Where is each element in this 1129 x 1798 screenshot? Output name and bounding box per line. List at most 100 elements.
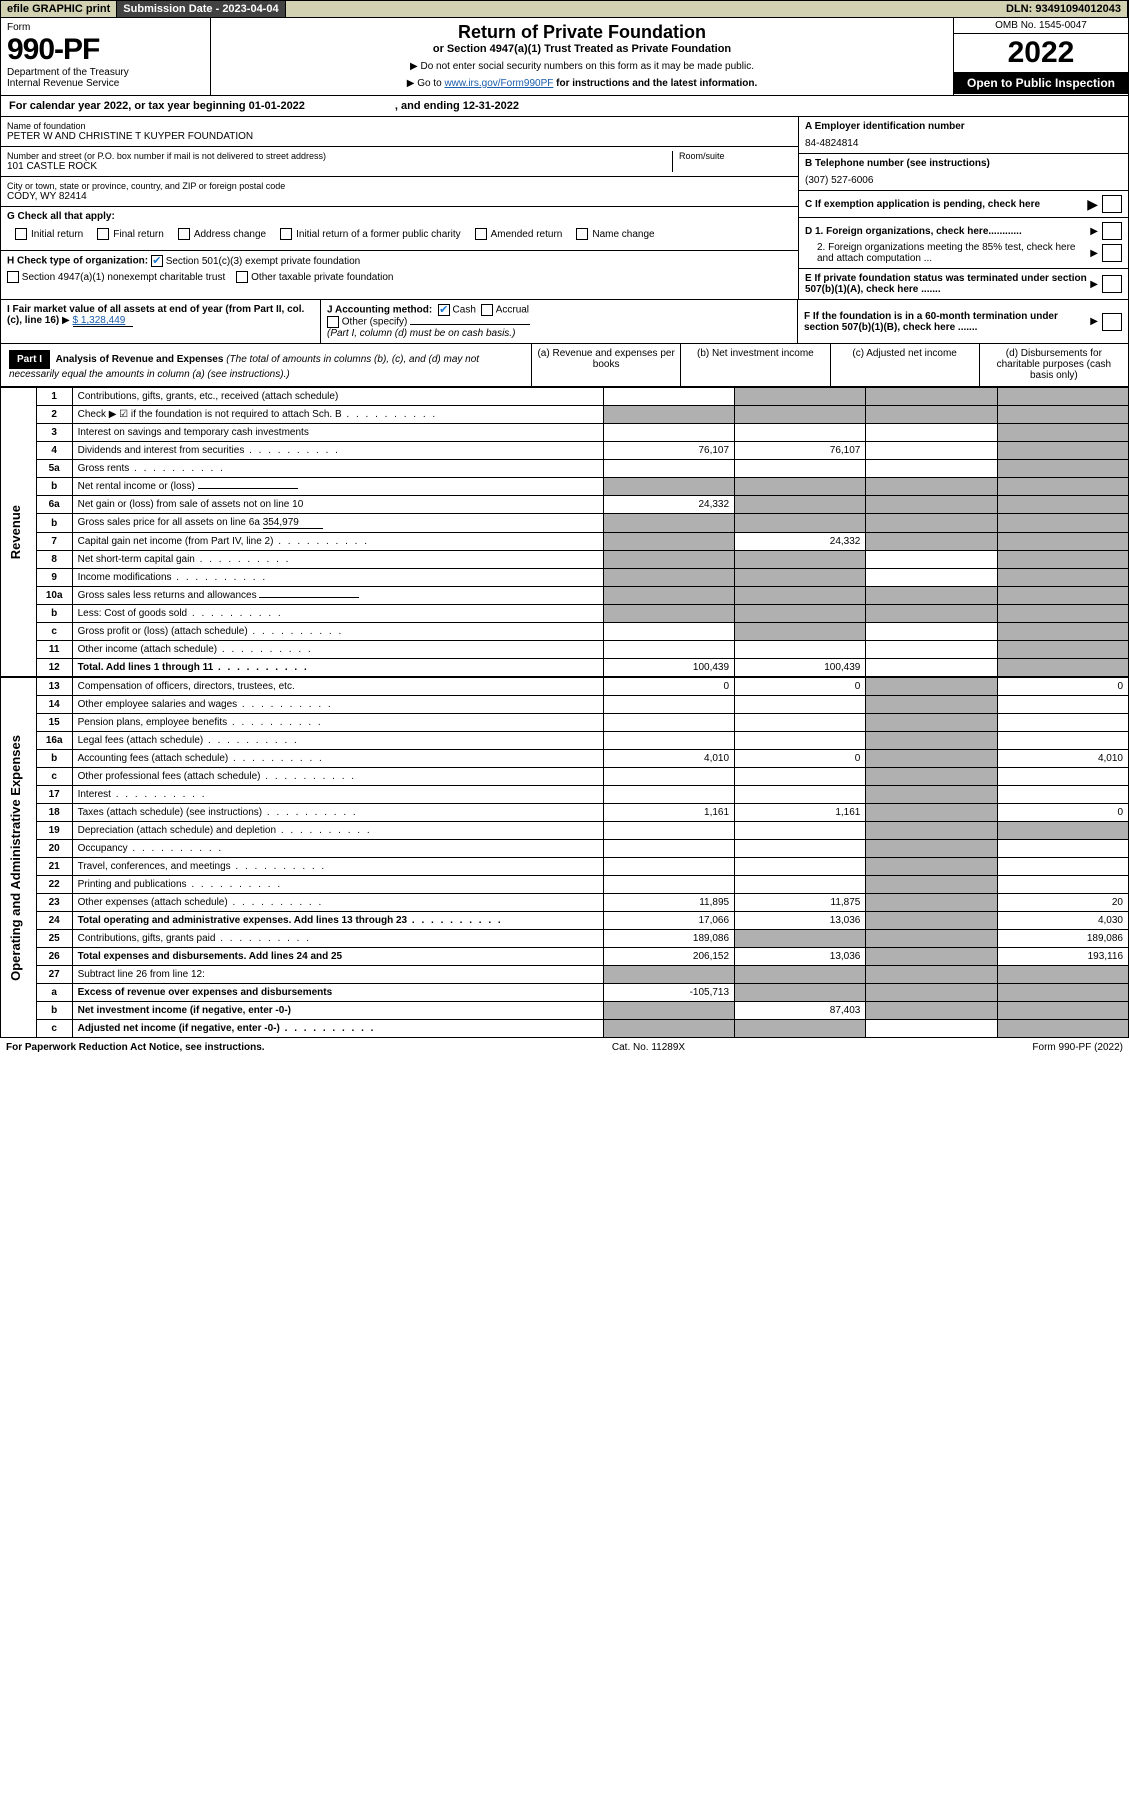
cell-shaded [603,551,734,569]
arrow-icon: ▶ [1087,196,1098,213]
cell-value [735,768,866,786]
g-label: G Check all that apply: [7,211,115,222]
cell-shaded [866,533,997,551]
line-number: c [36,1020,72,1038]
line-number: 21 [36,858,72,876]
line-number: 11 [36,641,72,659]
e-checkbox[interactable] [1102,275,1122,293]
cell-value [603,696,734,714]
h-other-checkbox[interactable] [236,271,248,283]
line-desc: Other expenses (attach schedule) [72,894,603,912]
cell-value: 24,332 [735,533,866,551]
line-desc: Occupancy [72,840,603,858]
g-checkbox[interactable] [475,228,487,240]
line-number: 26 [36,948,72,966]
calendar-year-row: For calendar year 2022, or tax year begi… [0,96,1129,117]
col-a-head: (a) Revenue and expenses per books [531,344,680,386]
cell-shaded [866,912,997,930]
line-desc: Compensation of officers, directors, tru… [72,678,603,696]
table-row: cAdjusted net income (if negative, enter… [1,1020,1129,1038]
line-number: 9 [36,569,72,587]
goto-post: for instructions and the latest informat… [553,78,757,89]
line-number: 23 [36,894,72,912]
cell-value: 20 [997,894,1128,912]
table-row: 3Interest on savings and temporary cash … [1,424,1129,442]
line-number: c [36,768,72,786]
line-desc: Less: Cost of goods sold [72,605,603,623]
cell-shaded [997,406,1128,424]
cell-shaded [603,1020,734,1038]
cell-value [997,732,1128,750]
cell-shaded [997,623,1128,641]
line-number: 3 [36,424,72,442]
cell-shaded [997,587,1128,605]
cell-shaded [866,678,997,696]
cell-shaded [603,533,734,551]
line-desc: Net investment income (if negative, ente… [72,1002,603,1020]
line-desc: Gross sales less returns and allowances [72,587,603,605]
cell-shaded [997,478,1128,496]
j-cash-checkbox[interactable] [438,304,450,316]
i-value[interactable]: $ 1,328,449 [73,315,133,327]
tax-year: 2022 [954,34,1128,72]
j-other-field[interactable] [410,324,530,325]
cell-shaded [997,442,1128,460]
j-other-checkbox[interactable] [327,316,339,328]
g-checkbox[interactable] [576,228,588,240]
arrow-icon: ▶ [1090,316,1098,327]
line-number: b [36,1002,72,1020]
g-checkbox[interactable] [280,228,292,240]
line-desc: Net rental income or (loss) [72,478,603,496]
cell-shaded [735,984,866,1002]
cell-shaded [603,478,734,496]
cell-shaded [866,1002,997,1020]
line-desc: Income modifications [72,569,603,587]
table-row: 8Net short-term capital gain [1,551,1129,569]
inline-field[interactable] [259,597,359,598]
table-row: Revenue1Contributions, gifts, grants, et… [1,388,1129,406]
cell-value [603,822,734,840]
line-desc: Accounting fees (attach schedule) [72,750,603,768]
g-option: Amended return [475,228,563,240]
inline-field[interactable] [198,488,298,489]
cell-shaded [997,496,1128,514]
arrow-icon: ▶ [1090,248,1098,259]
table-row: 17Interest [1,786,1129,804]
table-row: bLess: Cost of goods sold [1,605,1129,623]
cell-value: 76,107 [735,442,866,460]
g-checkbox[interactable] [15,228,27,240]
d1-checkbox[interactable] [1102,222,1122,240]
c-checkbox[interactable] [1102,195,1122,213]
efile-print-btn[interactable]: efile GRAPHIC print [1,1,117,17]
line-desc: Pension plans, employee benefits [72,714,603,732]
cell-value [735,858,866,876]
h-opt3: Other taxable private foundation [251,272,393,283]
h-4947-checkbox[interactable] [7,271,19,283]
table-row: 22Printing and publications [1,876,1129,894]
cell-shaded [997,641,1128,659]
h-501c3-checkbox[interactable] [151,255,163,267]
line-number: 1 [36,388,72,406]
cell-shaded [997,984,1128,1002]
cell-shaded [866,696,997,714]
table-row: 11Other income (attach schedule) [1,641,1129,659]
line-number: 10a [36,587,72,605]
g-checkbox[interactable] [178,228,190,240]
cell-value [603,876,734,894]
cell-value [997,768,1128,786]
table-row: 10aGross sales less returns and allowanc… [1,587,1129,605]
f-checkbox[interactable] [1102,313,1122,331]
d2-checkbox[interactable] [1102,244,1122,262]
g-checkbox[interactable] [97,228,109,240]
cell-value: 13,036 [735,912,866,930]
form-url-link[interactable]: www.irs.gov/Form990PF [444,78,553,89]
cal-begin: For calendar year 2022, or tax year begi… [9,100,305,112]
h-opt2: Section 4947(a)(1) nonexempt charitable … [22,272,225,283]
cell-shaded [866,732,997,750]
table-row: 23Other expenses (attach schedule)11,895… [1,894,1129,912]
cell-shaded [603,569,734,587]
table-row: 18Taxes (attach schedule) (see instructi… [1,804,1129,822]
table-row: 6aNet gain or (loss) from sale of assets… [1,496,1129,514]
line-desc: Other income (attach schedule) [72,641,603,659]
j-accrual-checkbox[interactable] [481,304,493,316]
